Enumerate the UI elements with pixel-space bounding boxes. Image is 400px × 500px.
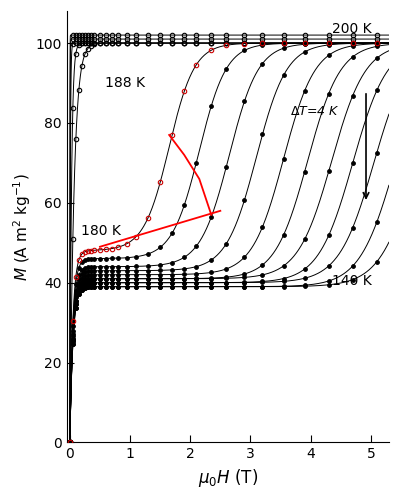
Text: 200 K: 200 K [332,22,371,36]
X-axis label: $\mu_0 H$ (T): $\mu_0 H$ (T) [198,467,258,489]
Text: $\Delta T$=4 K: $\Delta T$=4 K [290,105,339,118]
Y-axis label: $M$ (A m$^2$ kg$^{-1}$): $M$ (A m$^2$ kg$^{-1}$) [11,173,33,281]
Text: 188 K: 188 K [105,76,145,90]
Text: 180 K: 180 K [81,224,120,238]
Text: 140 K: 140 K [332,274,372,287]
